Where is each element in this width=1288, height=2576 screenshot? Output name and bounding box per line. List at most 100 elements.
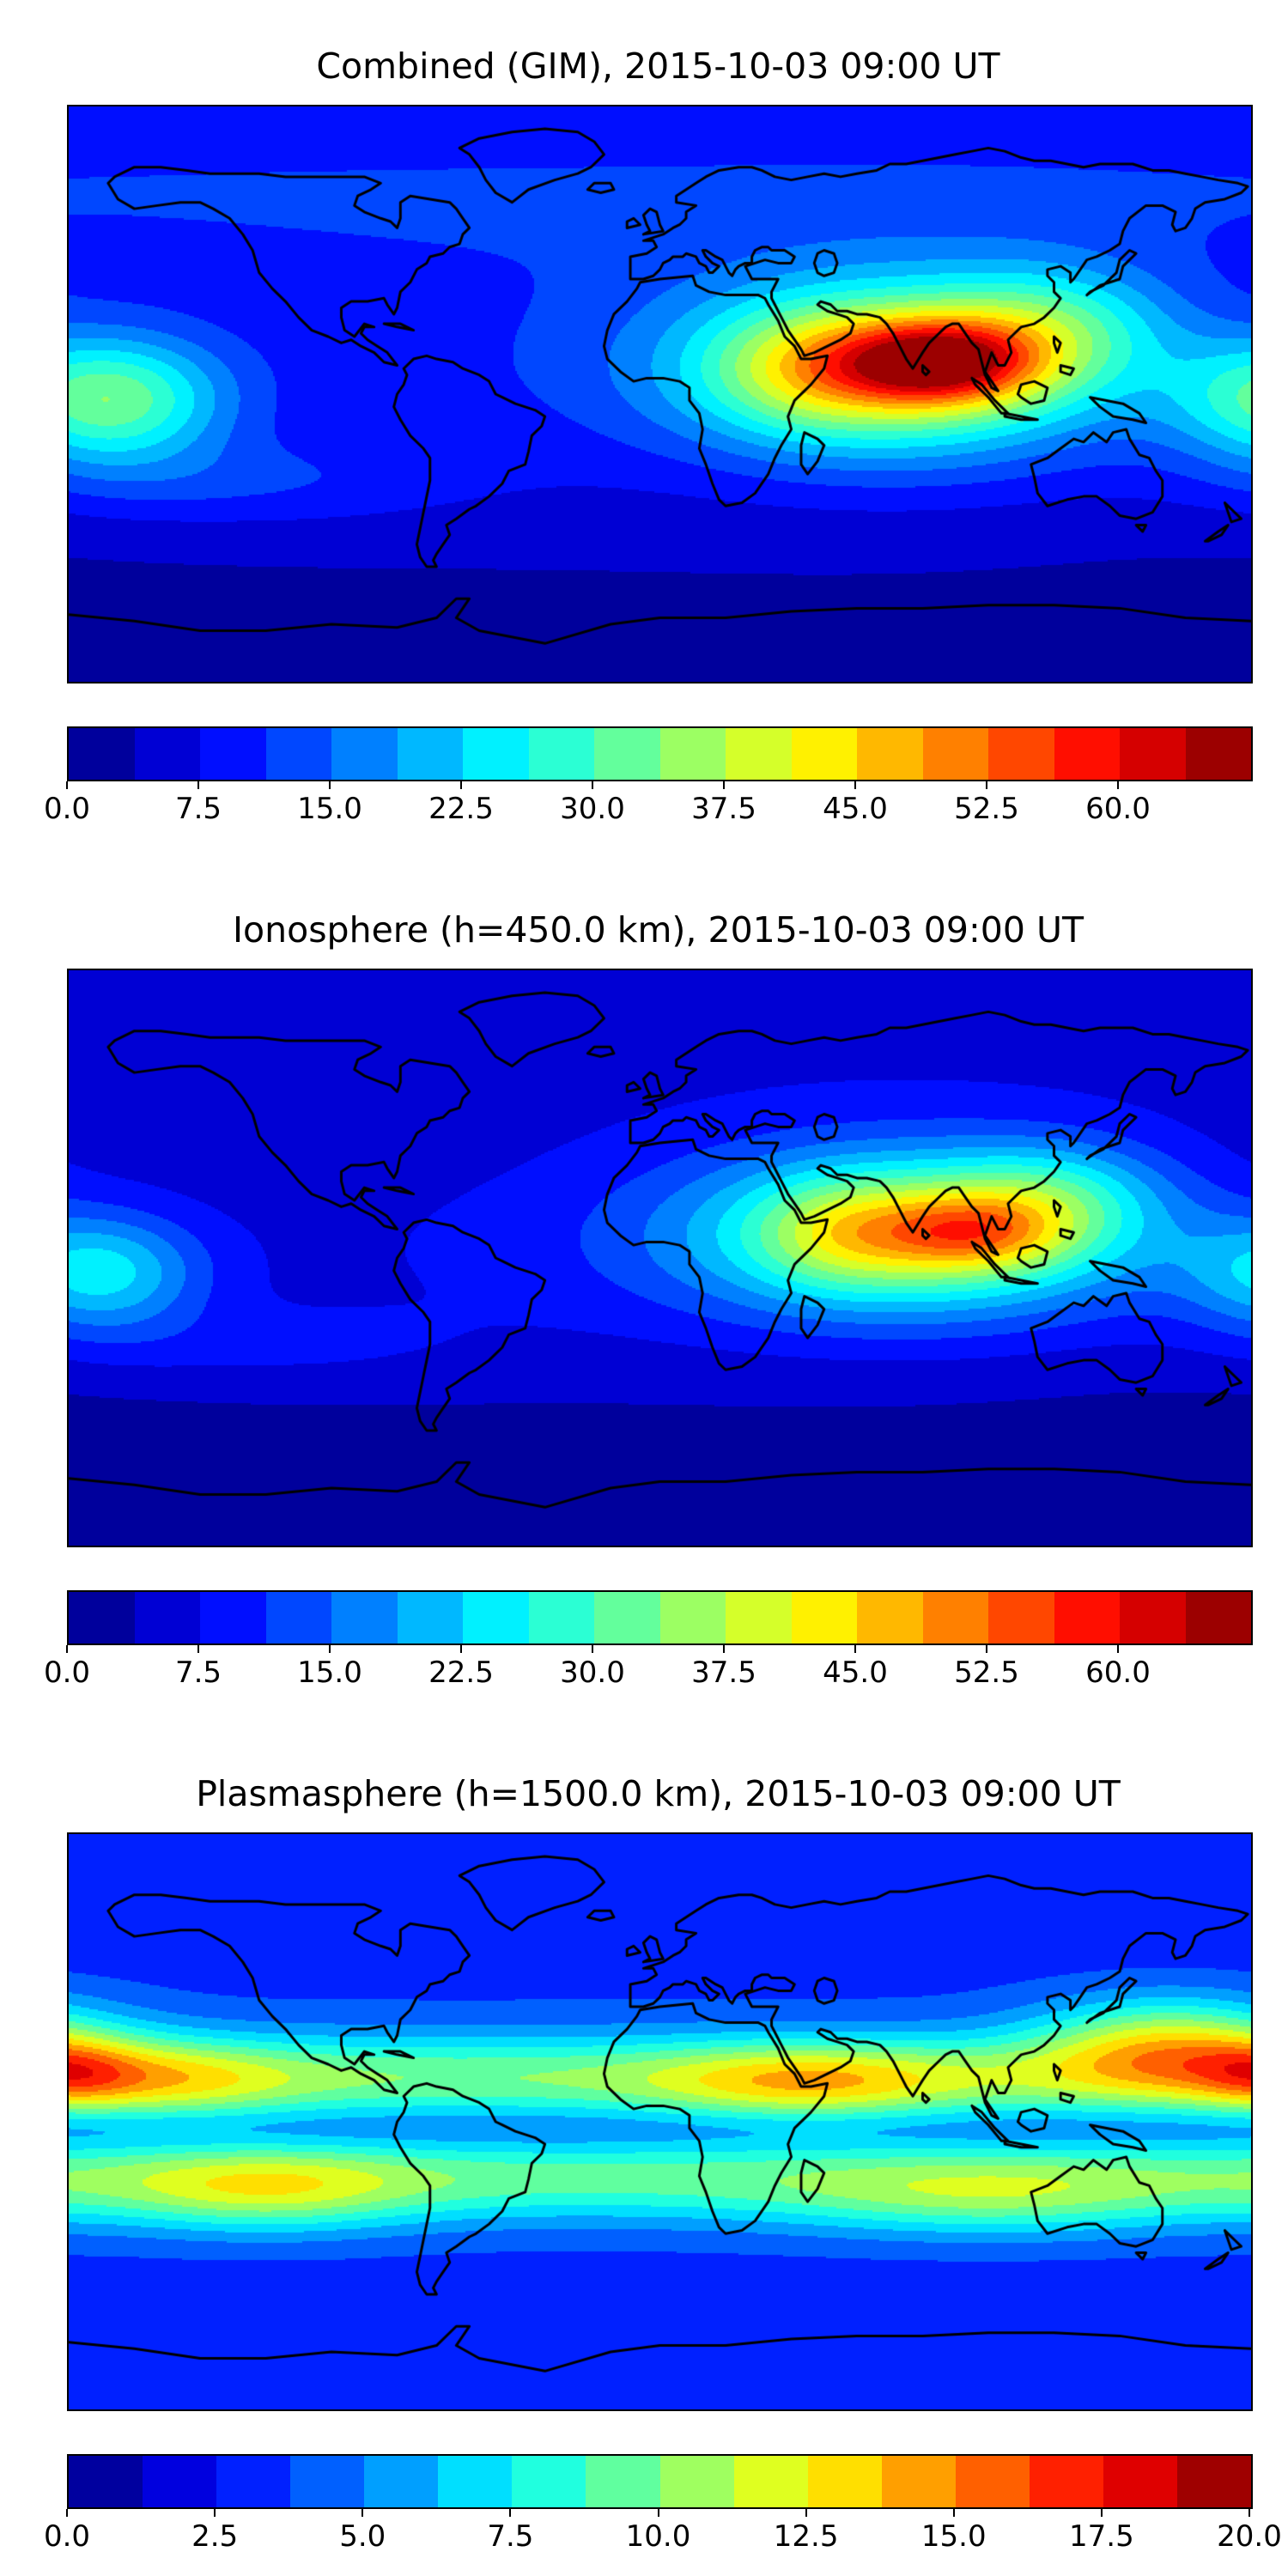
colorbar-segment: [659, 728, 726, 780]
colorbar-tick-label: 22.5: [428, 792, 494, 826]
colorbar-tick: [1116, 781, 1119, 789]
world-map-canvas-ionosphere: [69, 970, 1251, 1546]
colorbar-segment: [200, 728, 266, 780]
map-frame-combined: [67, 105, 1253, 683]
map-frame-ionosphere: [67, 969, 1253, 1547]
colorbar-tick: [1100, 2509, 1103, 2517]
panel-ionosphere: Ionosphere (h=450.0 km), 2015-10-03 09:0…: [0, 908, 1288, 1690]
colorbar-segment: [988, 1592, 1054, 1643]
colorbar-tick: [361, 2509, 364, 2517]
colorbar-segment: [143, 2456, 217, 2507]
colorbar-segment: [791, 728, 857, 780]
colorbar-tick: [657, 2509, 659, 2517]
colorbar-segment: [265, 728, 331, 780]
colorbar-tick-label: 52.5: [954, 792, 1019, 826]
colorbar-tick-label: 52.5: [954, 1656, 1019, 1690]
colorbar-segment: [69, 728, 135, 780]
colorbar-segment: [791, 1592, 857, 1643]
colorbar-tick: [214, 2509, 216, 2517]
colorbar-segment: [1029, 2456, 1103, 2507]
colorbar-segment: [807, 2456, 882, 2507]
colorbar-tick-label: 15.0: [920, 2519, 987, 2554]
colorbar-segment: [733, 2456, 808, 2507]
colorbar-tick-label: 15.0: [297, 1656, 362, 1690]
colorbar-segment: [1120, 728, 1186, 780]
colorbar-segment: [1103, 2456, 1177, 2507]
colorbar-tick-label: 30.0: [560, 792, 625, 826]
colorbar-tick-label: 15.0: [297, 792, 362, 826]
map-frame-plasmasphere: [67, 1832, 1253, 2411]
colorbar-segment: [528, 1592, 594, 1643]
colorbar-ticks-ionosphere: 0.0 7.5 15.0 22.5 30.0 37.5 45.0 52.5 60.0: [44, 1645, 1249, 1690]
colorbar-tick: [66, 2509, 68, 2517]
colorbar-segment: [857, 728, 923, 780]
colorbar-tick-label: 0.0: [43, 792, 91, 826]
colorbar-tick: [197, 1645, 199, 1653]
colorbar-tick-label: 60.0: [1085, 1656, 1151, 1690]
colorbar-segment: [265, 1592, 331, 1643]
panel-plasmasphere: Plasmasphere (h=1500.0 km), 2015-10-03 0…: [0, 1772, 1288, 2554]
colorbar-segment: [881, 2456, 956, 2507]
colorbar-segment: [463, 728, 529, 780]
colorbar-tick: [460, 781, 462, 789]
colorbar-segment: [922, 728, 988, 780]
colorbar-segment: [200, 1592, 266, 1643]
colorbar-segment: [726, 728, 792, 780]
colorbar-tick-label: 30.0: [560, 1656, 625, 1690]
colorbar-tick-label: 12.5: [773, 2519, 839, 2554]
colorbar-tick-label: 7.5: [174, 1656, 222, 1690]
colorbar-segment: [659, 2456, 734, 2507]
colorbar-tick-label: 5.0: [339, 2519, 386, 2554]
colorbar-tick-label: 17.5: [1069, 2519, 1134, 2554]
colorbar-tick: [66, 781, 68, 789]
colorbar-segment: [134, 1592, 200, 1643]
colorbar-tick-label: 37.5: [691, 1656, 756, 1690]
colorbar-tick: [328, 1645, 331, 1653]
colorbar-tick: [1116, 1645, 1119, 1653]
colorbar-tick: [197, 781, 199, 789]
colorbar-tick: [509, 2509, 512, 2517]
colorbar-segment: [955, 2456, 1030, 2507]
colorbar-tick-label: 60.0: [1085, 792, 1151, 826]
colorbar-segment: [1176, 2456, 1251, 2507]
colorbar-segment: [586, 2456, 660, 2507]
colorbar-tick-label: 22.5: [428, 1656, 494, 1690]
colorbar-tick: [986, 1645, 987, 1653]
colorbar-tick: [805, 2509, 807, 2517]
colorbar-tick-label: 2.5: [191, 2519, 239, 2554]
colorbar-tick: [66, 1645, 68, 1653]
colorbar-tick-label: 0.0: [43, 1656, 91, 1690]
colorbar-tick: [328, 781, 331, 789]
colorbar-segment: [397, 1592, 463, 1643]
colorbar-ionosphere: [67, 1590, 1253, 1645]
colorbar-tick-label: 20.0: [1217, 2519, 1282, 2554]
colorbar-tick-label: 7.5: [174, 792, 222, 826]
colorbar-segment: [922, 1592, 988, 1643]
world-map-canvas-plasmasphere: [69, 1834, 1251, 2409]
panel-title-ionosphere: Ionosphere (h=450.0 km), 2015-10-03 09:0…: [232, 909, 1084, 951]
colorbar-segment: [594, 1592, 660, 1643]
colorbar-segment: [69, 2456, 143, 2507]
colorbar-tick-label: 37.5: [691, 792, 756, 826]
colorbar-tick: [723, 781, 725, 789]
colorbar-tick-label: 45.0: [823, 1656, 888, 1690]
panel-title-combined: Combined (GIM), 2015-10-03 09:00 UT: [316, 46, 1000, 87]
colorbar-tick: [591, 781, 593, 789]
colorbar-tick: [854, 781, 856, 789]
colorbar-tick: [986, 781, 987, 789]
colorbar-segment: [331, 728, 398, 780]
colorbar-segment: [438, 2456, 513, 2507]
colorbar-segment: [331, 1592, 398, 1643]
colorbar-segment: [1054, 1592, 1120, 1643]
colorbar-ticks-combined: 0.0 7.5 15.0 22.5 30.0 37.5 45.0 52.5 60.0: [44, 781, 1249, 826]
colorbar-segment: [463, 1592, 529, 1643]
colorbar-segment: [857, 1592, 923, 1643]
colorbar-tick-label: 7.5: [487, 2519, 534, 2554]
colorbar-segment: [364, 2456, 439, 2507]
colorbar-segment: [1185, 728, 1251, 780]
colorbar-tick-label: 0.0: [43, 2519, 91, 2554]
colorbar-segment: [659, 1592, 726, 1643]
colorbar-segment: [216, 2456, 291, 2507]
colorbar-segment: [1185, 1592, 1251, 1643]
